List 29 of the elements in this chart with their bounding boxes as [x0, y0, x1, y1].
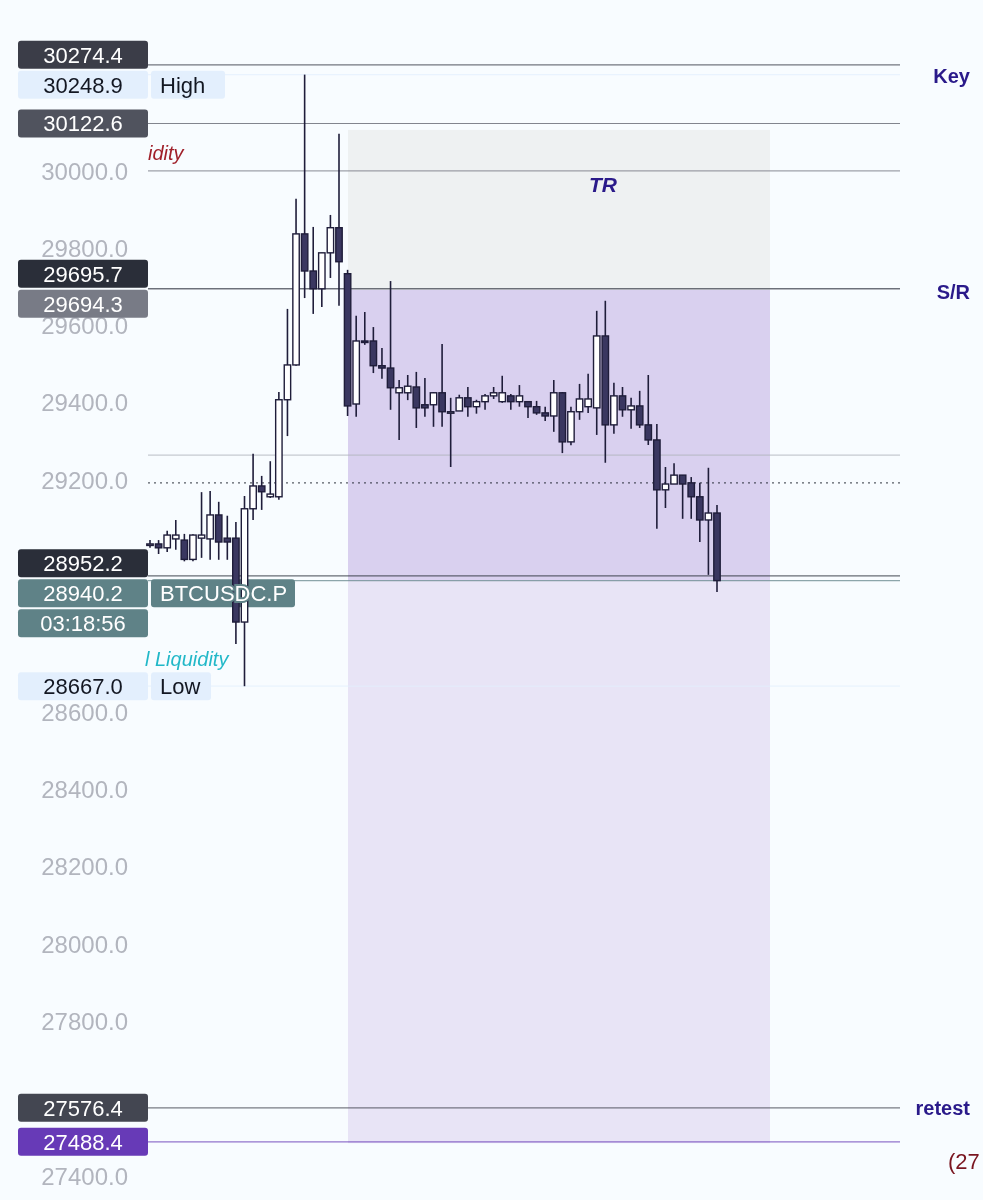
ref-line-label: 28940.2: [43, 581, 123, 607]
text: Key: [933, 65, 971, 88]
text: retest: [915, 1097, 971, 1120]
y-tick-label: 29200.0: [41, 466, 128, 494]
y-tick-label: 28000.0: [41, 930, 128, 958]
annotation: idity: [148, 142, 185, 165]
text: 03:18:56: [40, 611, 126, 637]
text: (27: [948, 1148, 980, 1174]
text: S/R: [936, 281, 971, 304]
ref-line-label: 27576.4: [43, 1095, 123, 1121]
y-tick-label: 27800.0: [41, 1008, 128, 1036]
y-tick-label: 28600.0: [41, 698, 128, 726]
y-tick-label: 28400.0: [41, 776, 128, 804]
ref-line-label: 28952.2: [43, 551, 123, 577]
annotation: TR: [589, 172, 618, 196]
ref-line-label: 30248.9: [43, 72, 123, 98]
y-tick-label: 29400.0: [41, 389, 128, 417]
annotation: High: [160, 72, 206, 98]
annotation: Low: [160, 674, 201, 700]
y-tick-label: 28200.0: [41, 853, 128, 881]
ref-line-label: 30122.6: [43, 111, 123, 137]
y-tick-label: 29800.0: [41, 234, 128, 262]
y-tick-label: 30000.0: [41, 157, 128, 185]
y-tick-label: 27400.0: [41, 1162, 128, 1190]
ref-line-label: 27488.4: [43, 1129, 123, 1155]
ref-line-label: 28667.0: [43, 674, 123, 700]
ref-line-label: 30274.4: [43, 42, 123, 68]
ref-line-label: 29695.7: [43, 261, 123, 287]
annotation: l Liquidity: [145, 648, 230, 671]
